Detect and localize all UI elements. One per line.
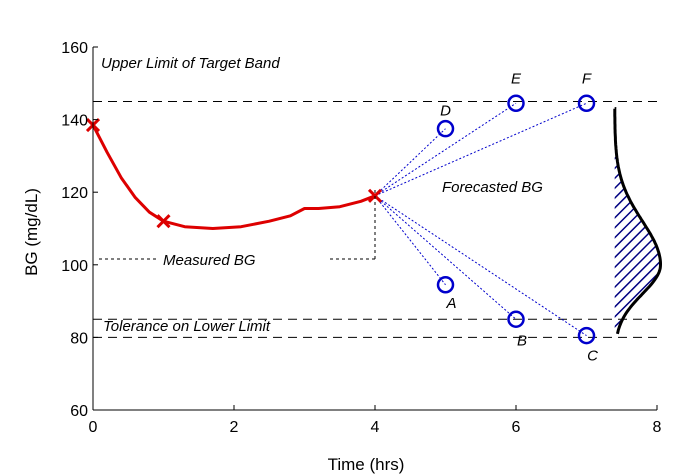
x-axis-label: Time (hrs): [328, 455, 405, 474]
forecast-point-c: [577, 326, 596, 345]
forecast-point-e: [507, 94, 525, 113]
x-tick-label: 2: [230, 419, 239, 436]
distribution-outline: [613, 107, 662, 335]
forecast-point-label-d: D: [440, 103, 451, 120]
forecast-point-label-f: F: [582, 70, 592, 87]
forecast-points: D E F A B C: [436, 70, 598, 365]
measured-annotation: Measured BG: [99, 188, 376, 269]
forecast-line-e: [374, 102, 517, 197]
measured-bg-label: Measured BG: [163, 252, 256, 269]
y-tick-label: 80: [70, 330, 88, 347]
measured-marker: [367, 188, 383, 203]
forecasted-bg-label: Forecasted BG: [442, 179, 543, 196]
y-tick-label: 140: [61, 113, 88, 130]
x-tick-label: 0: [89, 419, 98, 436]
y-axis-label: BG (mg/dL): [22, 188, 41, 276]
tolerance-label: Tolerance on Lower Limit: [103, 318, 271, 335]
forecast-lines: [374, 102, 587, 337]
y-tick-label: 100: [61, 258, 88, 275]
forecast-distribution: [613, 107, 662, 335]
forecast-point-a: [436, 276, 455, 294]
y-tick-label: 60: [70, 403, 88, 420]
forecast-point-label-a: A: [445, 295, 456, 312]
x-tick-label: 4: [371, 419, 380, 436]
forecast-point-b: [507, 310, 525, 328]
measured-marker: [156, 214, 171, 229]
forecast-point-f: [577, 94, 596, 113]
forecast-point-label-e: E: [511, 70, 522, 87]
forecast-point-label-b: B: [517, 332, 527, 349]
axis-ticks: 0 2 4 6 8 60 80 100 120 140 160: [61, 40, 661, 436]
forecast-line-f: [374, 102, 587, 197]
y-tick-label: 120: [61, 185, 88, 202]
forecast-line-d: [374, 128, 446, 197]
x-tick-label: 6: [512, 419, 521, 436]
forecast-point-d: [436, 119, 455, 138]
measured-curve: [91, 123, 377, 230]
upper-limit-label: Upper Limit of Target Band: [101, 55, 280, 72]
distribution-fill: [614, 108, 661, 334]
y-tick-label: 160: [61, 40, 88, 57]
limit-lines: [93, 100, 657, 338]
forecast-line-a: [374, 195, 446, 286]
x-tick-label: 8: [653, 419, 662, 436]
forecast-point-label-c: C: [587, 348, 598, 365]
forecast-line-b: [374, 195, 517, 320]
